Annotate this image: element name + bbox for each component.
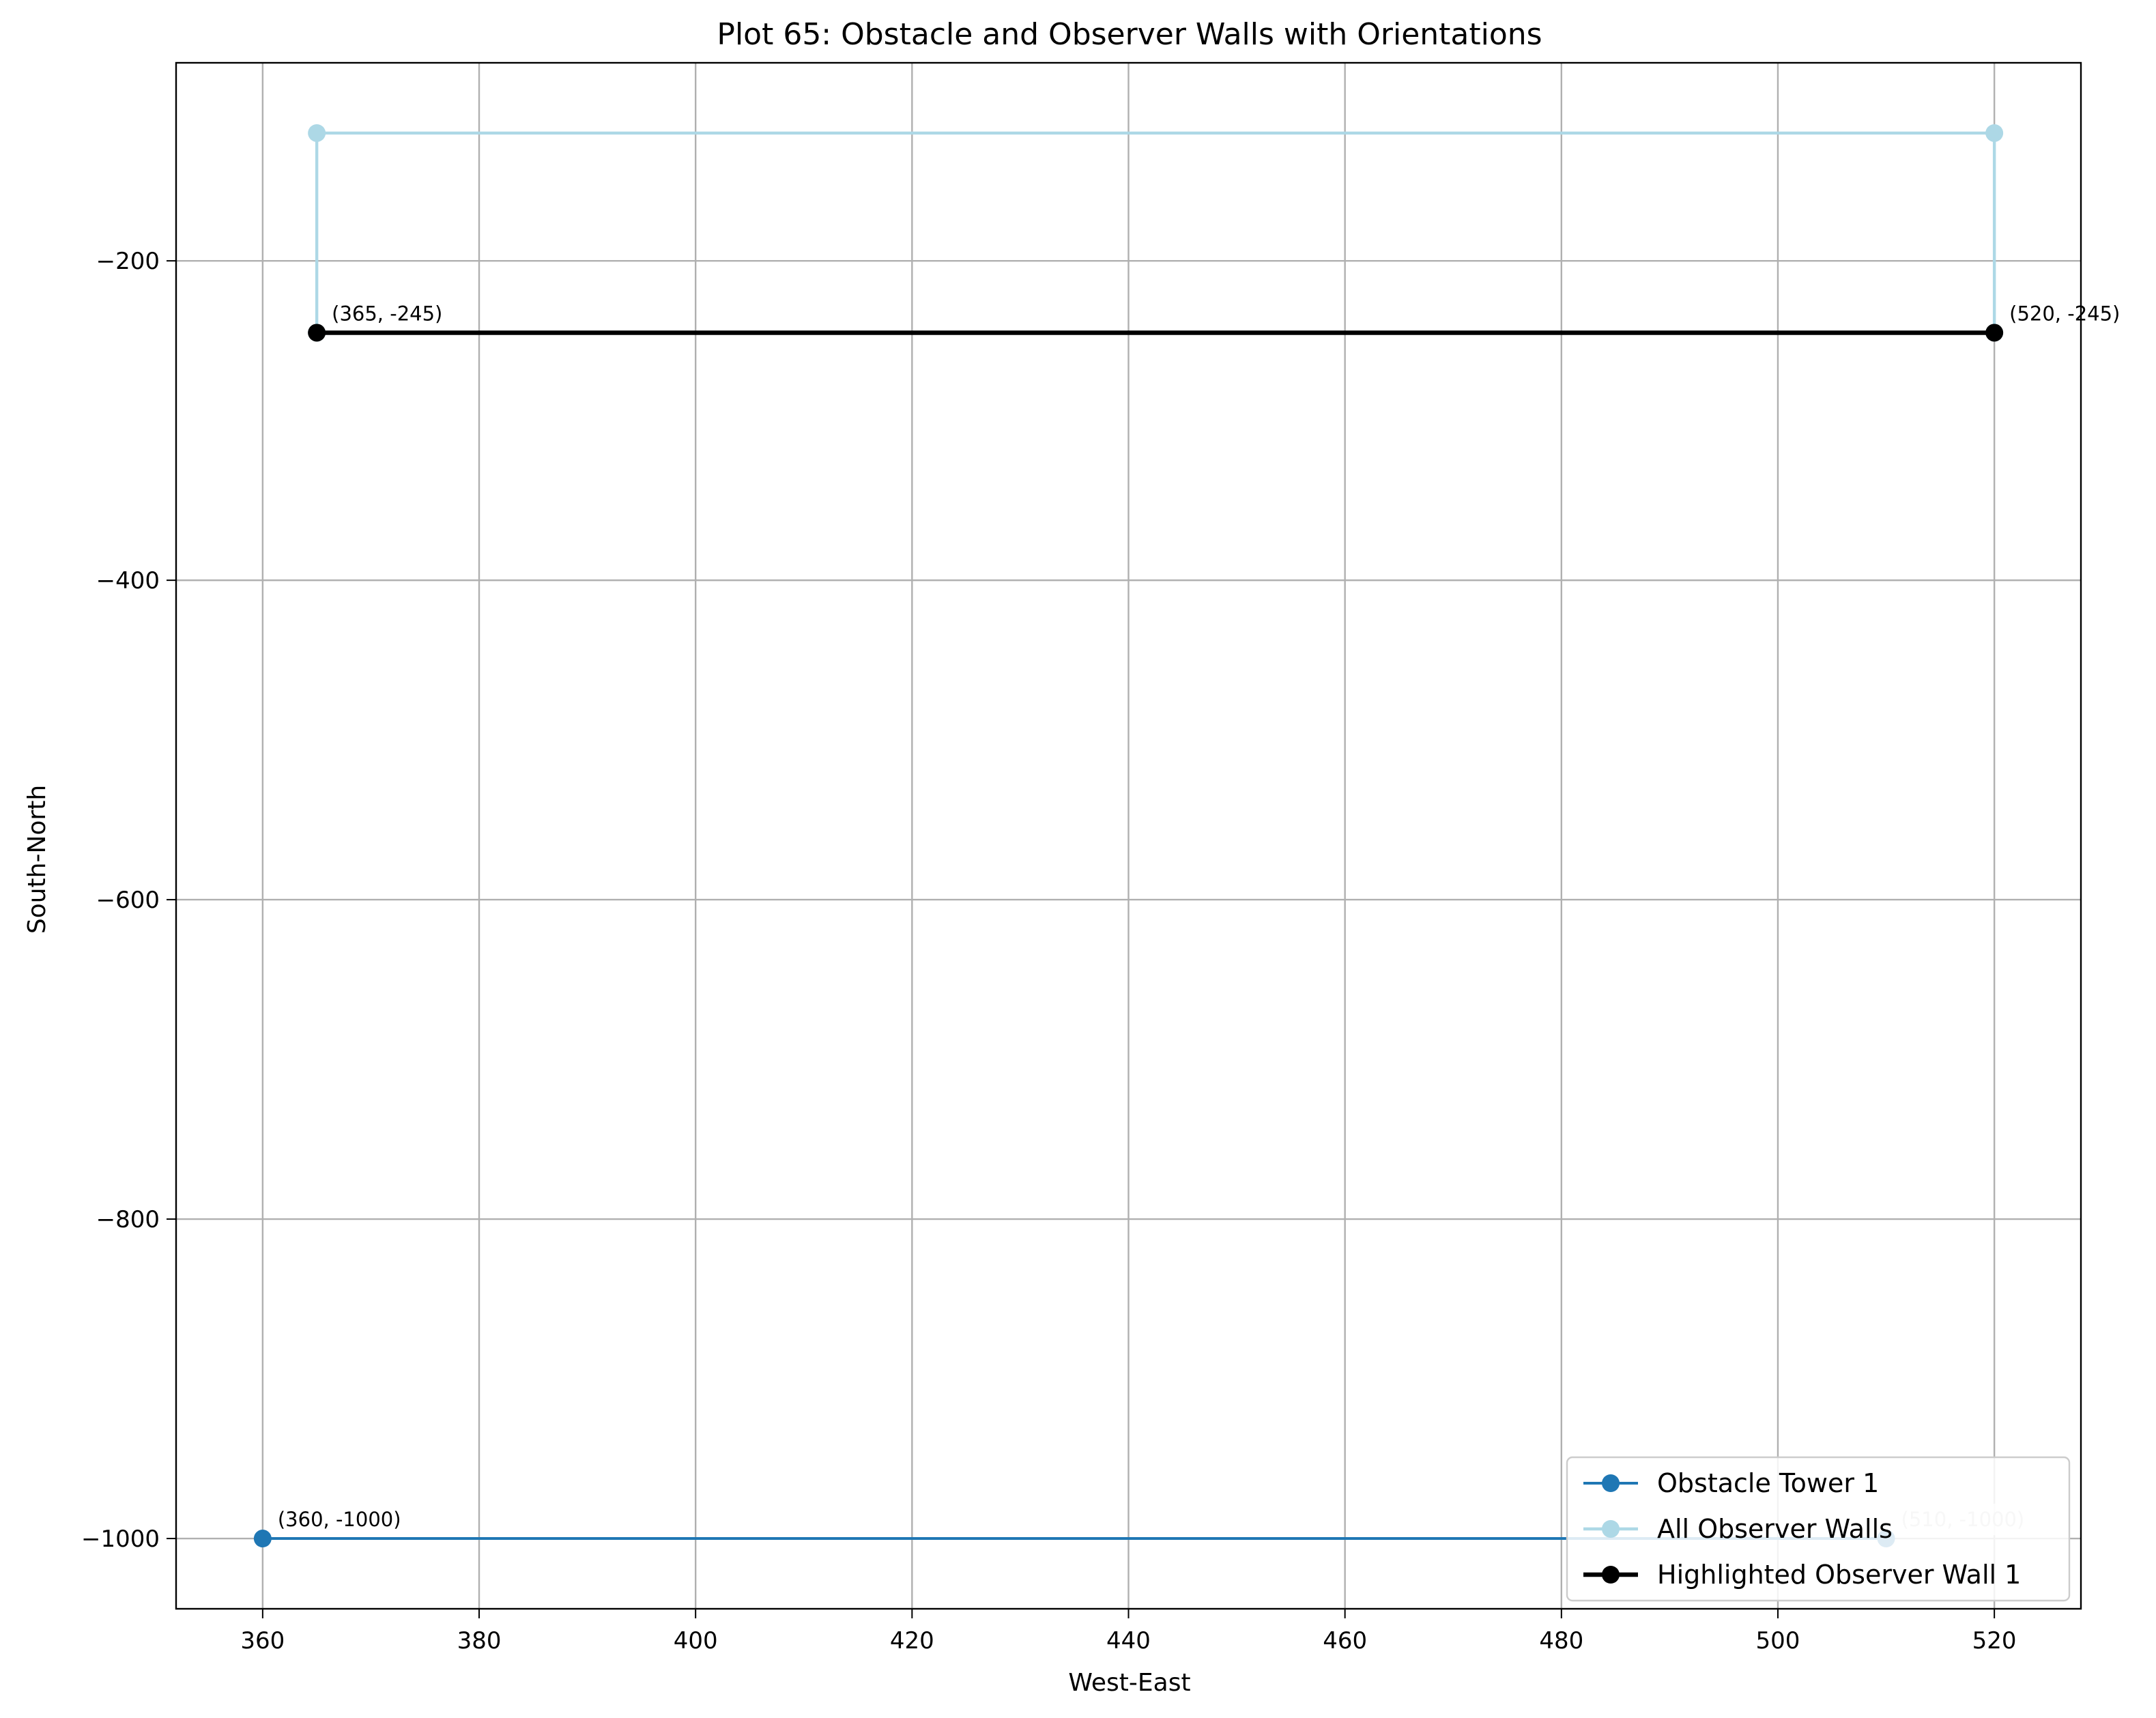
series-point (308, 324, 326, 342)
legend-swatch-marker (1602, 1520, 1620, 1538)
series-point (1985, 124, 2004, 142)
x-tick-label: 480 (1539, 1627, 1583, 1655)
series-point (308, 124, 326, 142)
legend-swatch-marker (1602, 1566, 1620, 1584)
tick-labels: 360 380 400 420 440 460 480 500 520 −200 −400 −600 −… (81, 248, 2017, 1655)
plot-frame (175, 61, 2082, 1610)
legend: Obstacle Tower 1 All Observer Walls Highli… (1566, 1456, 2071, 1602)
point-annotation: (365, -245) (332, 302, 442, 325)
point-annotation: (520, -245) (2009, 302, 2120, 325)
point-annotation: (360, -1000) (278, 1508, 401, 1531)
x-tick-label: 400 (674, 1627, 718, 1655)
x-tick-label: 380 (457, 1627, 502, 1655)
y-tick-label: −600 (96, 887, 160, 914)
chart-title: Plot 65: Obstacle and Observer Walls wit… (717, 17, 1542, 52)
x-tick-label: 460 (1323, 1627, 1367, 1655)
legend-entry-label: Highlighted Observer Wall 1 (1657, 1560, 2021, 1590)
legend-swatch-marker (1602, 1474, 1620, 1492)
x-tick-label: 360 (240, 1627, 285, 1655)
legend-box (1566, 1456, 2071, 1602)
x-tick-label: 500 (1756, 1627, 1800, 1655)
x-tick-label: 420 (890, 1627, 934, 1655)
y-tick-label: −400 (96, 567, 160, 595)
plot-series (253, 124, 2004, 1548)
y-axis-label: South-North (23, 785, 51, 934)
annotation-background (325, 298, 450, 330)
legend-entry-label: Obstacle Tower 1 (1657, 1468, 1879, 1498)
x-tick-label: 520 (1972, 1627, 2017, 1655)
y-tick-label: −800 (96, 1206, 160, 1233)
annotation-background (2002, 298, 2127, 330)
series-point (1985, 324, 2004, 342)
y-tick-label: −200 (96, 248, 160, 275)
annotation-background (270, 1504, 408, 1536)
series-line (315, 131, 1996, 333)
axes (167, 61, 2082, 1618)
y-tick-label: −1000 (81, 1526, 160, 1553)
series-point (253, 1530, 272, 1548)
x-tick-label: 440 (1106, 1627, 1151, 1655)
x-axis-label: West-East (1068, 1669, 1190, 1697)
legend-entry-label: All Observer Walls (1657, 1514, 1893, 1544)
point-annotations: (365, -245)(520, -245)(360, -1000)(510, … (270, 298, 2127, 1536)
